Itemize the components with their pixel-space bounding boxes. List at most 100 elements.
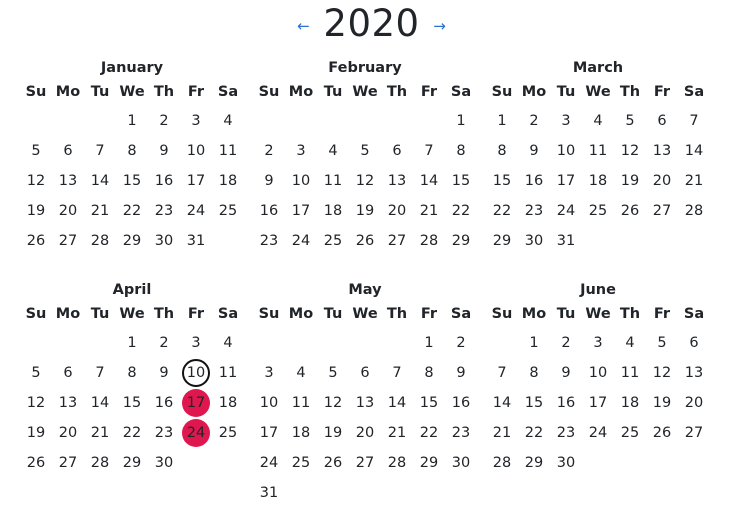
day-cell[interactable]: 9 [148, 358, 180, 388]
day-cell[interactable]: 25 [614, 418, 646, 448]
day-cell[interactable]: 3 [582, 328, 614, 358]
day-cell[interactable]: 20 [678, 388, 710, 418]
day-cell[interactable]: 8 [116, 358, 148, 388]
day-cell[interactable]: 26 [317, 448, 349, 478]
day-cell[interactable]: 7 [84, 136, 116, 166]
day-cell[interactable]: 4 [285, 358, 317, 388]
day-cell[interactable]: 23 [518, 196, 550, 226]
day-cell[interactable]: 17 [582, 388, 614, 418]
day-cell[interactable]: 6 [678, 328, 710, 358]
day-cell[interactable]: 2 [148, 328, 180, 358]
day-cell[interactable]: 1 [445, 106, 477, 136]
day-cell[interactable]: 12 [349, 166, 381, 196]
day-cell[interactable]: 1 [116, 328, 148, 358]
day-cell[interactable]: 12 [20, 388, 52, 418]
day-cell[interactable]: 29 [116, 226, 148, 256]
day-cell[interactable]: 17 [253, 418, 285, 448]
day-cell[interactable]: 14 [486, 388, 518, 418]
day-cell[interactable]: 25 [212, 196, 244, 226]
day-cell[interactable]: 11 [317, 166, 349, 196]
day-cell[interactable]: 11 [212, 136, 244, 166]
event-day-cell[interactable]: 24 [180, 418, 212, 448]
day-cell[interactable]: 21 [413, 196, 445, 226]
day-cell[interactable]: 25 [212, 418, 244, 448]
day-cell[interactable]: 17 [550, 166, 582, 196]
day-cell[interactable]: 26 [614, 196, 646, 226]
day-cell[interactable]: 3 [253, 358, 285, 388]
day-cell[interactable]: 22 [413, 418, 445, 448]
day-cell[interactable]: 29 [486, 226, 518, 256]
day-cell[interactable]: 11 [614, 358, 646, 388]
day-cell[interactable]: 13 [646, 136, 678, 166]
day-cell[interactable]: 11 [212, 358, 244, 388]
day-cell[interactable]: 9 [445, 358, 477, 388]
day-cell[interactable]: 27 [646, 196, 678, 226]
day-cell[interactable]: 16 [253, 196, 285, 226]
day-cell[interactable]: 26 [646, 418, 678, 448]
day-cell[interactable]: 16 [518, 166, 550, 196]
day-cell[interactable]: 6 [52, 136, 84, 166]
day-cell[interactable]: 12 [20, 166, 52, 196]
day-cell[interactable]: 30 [550, 448, 582, 478]
day-cell[interactable]: 24 [253, 448, 285, 478]
day-cell[interactable]: 22 [518, 418, 550, 448]
day-cell[interactable]: 15 [445, 166, 477, 196]
day-cell[interactable]: 28 [486, 448, 518, 478]
day-cell[interactable]: 13 [52, 388, 84, 418]
day-cell[interactable]: 30 [148, 226, 180, 256]
day-cell[interactable]: 18 [317, 196, 349, 226]
day-cell[interactable]: 13 [349, 388, 381, 418]
day-cell[interactable]: 2 [550, 328, 582, 358]
day-cell[interactable]: 20 [52, 196, 84, 226]
day-cell[interactable]: 8 [445, 136, 477, 166]
day-cell[interactable]: 6 [52, 358, 84, 388]
day-cell[interactable]: 31 [550, 226, 582, 256]
day-cell[interactable]: 25 [285, 448, 317, 478]
day-cell[interactable]: 31 [180, 226, 212, 256]
day-cell[interactable]: 29 [445, 226, 477, 256]
day-cell[interactable]: 23 [148, 418, 180, 448]
day-cell[interactable]: 3 [550, 106, 582, 136]
day-cell[interactable]: 27 [52, 226, 84, 256]
day-cell[interactable]: 8 [518, 358, 550, 388]
day-cell[interactable]: 25 [582, 196, 614, 226]
day-cell[interactable]: 20 [349, 418, 381, 448]
day-cell[interactable]: 14 [84, 166, 116, 196]
next-year-arrow-icon[interactable]: → [430, 17, 450, 35]
day-cell[interactable]: 24 [285, 226, 317, 256]
day-cell[interactable]: 16 [550, 388, 582, 418]
day-cell[interactable]: 13 [381, 166, 413, 196]
day-cell[interactable]: 15 [413, 388, 445, 418]
day-cell[interactable]: 8 [413, 358, 445, 388]
day-cell[interactable]: 9 [148, 136, 180, 166]
day-cell[interactable]: 18 [582, 166, 614, 196]
day-cell[interactable]: 3 [285, 136, 317, 166]
day-cell[interactable]: 19 [20, 418, 52, 448]
day-cell[interactable]: 4 [212, 328, 244, 358]
day-cell[interactable]: 27 [678, 418, 710, 448]
day-cell[interactable]: 1 [486, 106, 518, 136]
day-cell[interactable]: 4 [614, 328, 646, 358]
day-cell[interactable]: 6 [349, 358, 381, 388]
day-cell[interactable]: 20 [646, 166, 678, 196]
day-cell[interactable]: 28 [413, 226, 445, 256]
day-cell[interactable]: 13 [678, 358, 710, 388]
day-cell[interactable]: 24 [582, 418, 614, 448]
day-cell[interactable]: 8 [116, 136, 148, 166]
day-cell[interactable]: 12 [614, 136, 646, 166]
day-cell[interactable]: 9 [253, 166, 285, 196]
day-cell[interactable]: 16 [445, 388, 477, 418]
day-cell[interactable]: 29 [116, 448, 148, 478]
today-day-cell[interactable]: 10 [180, 358, 212, 388]
day-cell[interactable]: 2 [148, 106, 180, 136]
day-cell[interactable]: 15 [116, 388, 148, 418]
day-cell[interactable]: 22 [445, 196, 477, 226]
day-cell[interactable]: 24 [550, 196, 582, 226]
day-cell[interactable]: 16 [148, 166, 180, 196]
day-cell[interactable]: 18 [212, 166, 244, 196]
day-cell[interactable]: 15 [518, 388, 550, 418]
day-cell[interactable]: 21 [84, 196, 116, 226]
day-cell[interactable]: 28 [381, 448, 413, 478]
day-cell[interactable]: 17 [180, 166, 212, 196]
day-cell[interactable]: 6 [381, 136, 413, 166]
